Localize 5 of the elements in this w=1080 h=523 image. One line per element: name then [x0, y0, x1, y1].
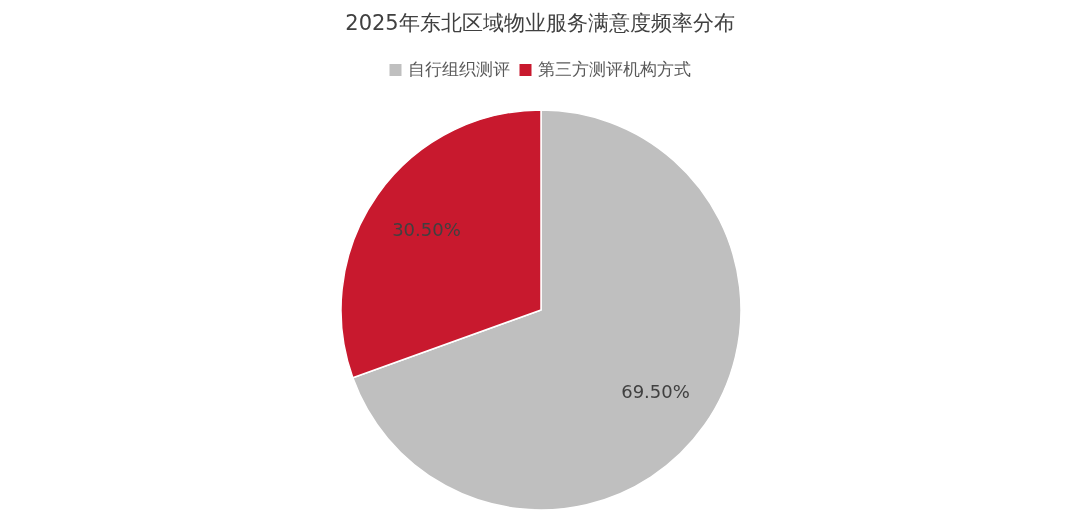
legend-label: 第三方测评机构方式: [537, 59, 691, 79]
data-label: 30.50%: [392, 219, 461, 241]
chart-title: 2025年东北区域物业服务满意度频率分布: [345, 11, 735, 35]
legend-label: 自行组织测评: [407, 59, 510, 79]
data-label: 69.50%: [621, 380, 690, 402]
